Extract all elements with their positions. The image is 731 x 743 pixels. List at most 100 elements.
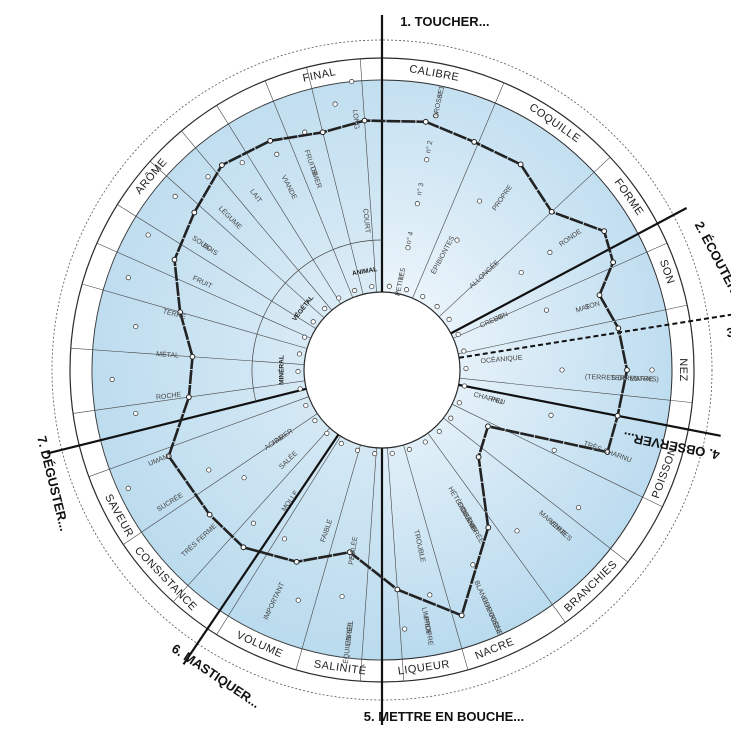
scale-dot xyxy=(649,367,655,373)
hub-dot xyxy=(324,430,330,436)
scale-dot xyxy=(424,157,430,163)
segment-divider xyxy=(387,447,405,682)
tasting-profile xyxy=(165,117,630,619)
hub-dot xyxy=(386,283,392,289)
outer-dashed-ring xyxy=(51,39,713,701)
scale-dot xyxy=(206,467,212,473)
profile-point xyxy=(394,586,401,593)
sub-ring xyxy=(251,239,383,402)
scale-dot xyxy=(274,151,280,157)
value-label: ROCHE xyxy=(156,391,182,401)
profile-point xyxy=(319,129,326,136)
scale-dot xyxy=(402,626,408,632)
segment-divider xyxy=(443,417,629,563)
value-label: n° 3 xyxy=(415,182,425,196)
scale-dot xyxy=(548,412,554,418)
scale-dot xyxy=(547,249,553,255)
segment-divider xyxy=(117,204,317,329)
step-label-toucher: 1. TOUCHER... xyxy=(400,14,489,29)
scale-dot xyxy=(559,367,565,373)
segment-divider xyxy=(216,105,341,305)
scale-dot xyxy=(476,198,483,204)
profile-point xyxy=(596,292,603,299)
segment-divider xyxy=(82,283,308,349)
value-label: (TERRES DU MARAIS) xyxy=(585,374,659,384)
scale-dot xyxy=(518,269,524,276)
segment-divider xyxy=(173,427,331,603)
profile-point xyxy=(471,139,478,145)
scale-dot xyxy=(405,245,411,251)
segment-divider xyxy=(438,156,611,318)
value-label: TERRESTRE xyxy=(611,375,654,383)
step-label-ecouter: 2. ÉCOUTER... xyxy=(692,219,731,305)
hub-dot xyxy=(312,418,318,424)
scale-dot xyxy=(109,376,115,382)
wheel-base xyxy=(51,39,713,701)
segment-divider xyxy=(459,377,693,403)
hub-dot xyxy=(336,295,342,301)
hub-dot xyxy=(297,386,303,392)
hub-dot xyxy=(338,440,344,447)
profile-point xyxy=(517,161,524,168)
hub-dot xyxy=(456,400,462,406)
profile-point xyxy=(219,162,225,169)
profile-point xyxy=(610,259,617,266)
scale-dot xyxy=(543,307,549,313)
scale-dot xyxy=(281,536,288,542)
hub-dot xyxy=(436,428,442,434)
hub-dot xyxy=(322,306,328,312)
step-separator-dashed xyxy=(458,313,731,359)
profile-point xyxy=(458,612,465,619)
hub-dot xyxy=(463,365,469,372)
segment-divider xyxy=(88,396,309,477)
scale-dot xyxy=(470,562,476,568)
step-label-mettre: 5. METTRE EN BOUCHE... xyxy=(364,709,524,724)
scale-dot xyxy=(125,485,131,491)
hub-dot xyxy=(446,316,452,322)
profile-point xyxy=(601,228,608,235)
profile-point xyxy=(293,558,300,565)
hub-dot xyxy=(352,288,358,294)
scale-dot xyxy=(551,447,557,453)
step-separator xyxy=(458,383,721,437)
scale-dots xyxy=(109,79,655,632)
hub-dot xyxy=(310,319,316,325)
value-label: n° 4 xyxy=(405,231,415,245)
value-label: MÉTAL xyxy=(156,349,179,360)
step-separator xyxy=(182,434,340,665)
scale-dot xyxy=(172,193,178,199)
hub-dot xyxy=(296,351,303,357)
sub-category-label: ANIMAL xyxy=(352,266,378,277)
profile-point xyxy=(165,453,172,460)
segment-divider xyxy=(123,413,318,545)
scale-dot xyxy=(133,324,139,330)
profile-point xyxy=(485,524,492,531)
hub-dot xyxy=(302,334,308,340)
scale-dot xyxy=(295,597,301,603)
profile-point xyxy=(614,412,621,419)
segment-divider xyxy=(359,58,377,293)
profile-point xyxy=(185,394,192,401)
value-label: DE xyxy=(308,166,318,178)
profile-point xyxy=(548,208,555,215)
value-label: PEU xyxy=(348,550,357,565)
value-label: EN SEL xyxy=(345,620,355,646)
hub-dot xyxy=(420,293,426,300)
ring-label: NEZ xyxy=(677,358,689,382)
scale-dot xyxy=(414,201,420,207)
segment-divider xyxy=(427,432,566,623)
segment-divider xyxy=(412,82,505,299)
value-label: n° 1 xyxy=(436,85,446,99)
segment-divider xyxy=(181,130,333,311)
scale-dot xyxy=(241,475,247,481)
profile-point xyxy=(206,511,213,518)
profile-point xyxy=(189,353,196,360)
scale-dot xyxy=(339,593,345,600)
value-label: COURT xyxy=(361,208,371,234)
hub-dot xyxy=(461,383,468,389)
scale-dot xyxy=(427,592,433,598)
segment-divider xyxy=(70,347,305,365)
profile-point xyxy=(604,449,611,455)
scale-dot xyxy=(514,528,520,534)
segment-divider xyxy=(295,444,361,670)
